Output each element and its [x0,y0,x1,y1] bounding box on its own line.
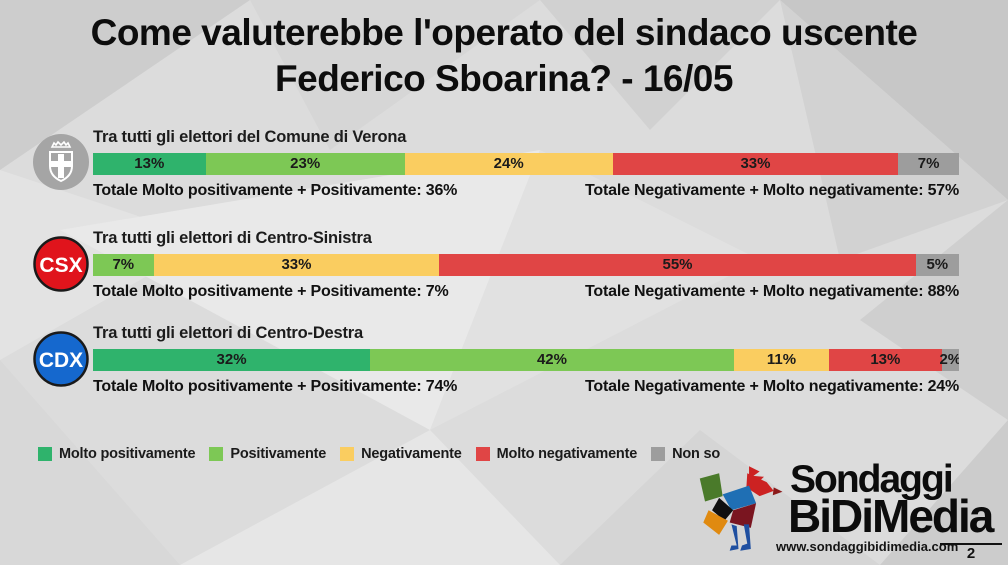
legend-item-molto_positivamente: Molto positivamente [38,446,196,462]
bar-segment-value: 55% [662,256,693,273]
bar-segment-molto_negativamente: 13% [829,349,942,371]
stacked-bar-csx: 7% 33% 55% 5% [93,254,959,276]
bar-segment-value: 33% [740,155,771,172]
row-heading: Tra tutti gli elettori di Centro-Destra [93,324,363,342]
cdx-badge-icon: CDX [33,331,89,387]
bar-segment-value: 24% [493,155,524,172]
legend-item-non_so: Non so [651,446,720,462]
svg-text:CDX: CDX [39,349,83,372]
bar-segment-value: 5% [926,256,949,273]
row-heading: Tra tutti gli elettori del Comune di Ver… [93,128,407,146]
bidimedia-logo-block: Sondaggi BiDiMedia www.sondaggibidimedia… [694,458,1008,565]
bar-segment-non_so: 2% [939,349,959,371]
total-negative-label: Totale Negativamente + Molto negativamen… [585,182,959,199]
svg-text:CSX: CSX [39,254,82,277]
legend-item-positivamente: Positivamente [209,446,326,462]
legend-swatch-molto_negativamente [475,447,490,461]
bar-segment-positivamente: 7% [93,254,154,276]
result-row-cdx: CDX Tra tutti gli elettori di Centro-Des… [0,322,1008,414]
bar-segment-molto_negativamente: 55% [439,254,916,276]
page-title-line2: Federico Sboarina? - 16/05 [275,58,733,99]
bar-segment-negativamente: 11% [733,349,830,371]
stacked-bar-verona: 13% 23% 24% 33% 7% [93,153,959,175]
bar-segment-positivamente: 42% [370,349,734,371]
bar-segment-value: 7% [917,155,940,172]
row-heading: Tra tutti gli elettori di Centro-Sinistr… [93,229,372,247]
bar-segment-value: 2% [939,351,959,368]
bar-segment-molto_negativamente: 33% [612,153,899,175]
brand-name-line1: Sondaggi [790,458,954,501]
total-positive-label: Totale Molto positivamente + Positivamen… [93,378,458,395]
bar-segment-non_so: 5% [915,254,959,276]
legend-label: Negativamente [361,446,462,462]
page-title: Come valuterebbe l'operato del sindaco u… [0,10,1008,102]
total-positive-label: Totale Molto positivamente + Positivamen… [93,182,458,199]
legend-item-negativamente: Negativamente [340,446,462,462]
total-negative-label: Totale Negativamente + Molto negativamen… [585,378,959,395]
csx-badge-icon: CSX [33,236,89,292]
bar-segment-value: 33% [281,256,312,273]
result-row-verona: Tra tutti gli elettori del Comune di Ver… [0,126,1008,218]
bar-segment-value: 11% [766,351,797,368]
legend-label: Positivamente [230,446,327,462]
brand-name-line2: BiDiMedia [788,490,994,542]
legend-item-molto_negativamente: Molto negativamente [475,446,638,462]
bar-segment-value: 32% [216,351,247,368]
verona-crest-icon [33,134,89,190]
total-negative-label: Totale Negativamente + Molto negativamen… [585,283,959,300]
legend-label: Molto positivamente [59,446,196,462]
legend-swatch-molto_positivamente [38,447,52,461]
brand-website: www.sondaggibidimedia.com [776,539,959,554]
bar-segment-non_so: 7% [898,153,959,175]
bidimedia-rooster-logo-icon [699,466,783,551]
legend-swatch-non_so [651,447,666,461]
bar-segment-molto_positivamente: 32% [93,349,371,371]
page-number-rule [940,543,1002,545]
total-positive-label: Totale Molto positivamente + Positivamen… [93,283,449,300]
page-title-line1: Come valuterebbe l'operato del sindaco u… [90,12,918,53]
bar-segment-negativamente: 24% [404,153,613,175]
bar-segment-value: 42% [536,351,567,368]
page-number: 2 [966,545,976,562]
legend-swatch-positivamente [209,447,224,461]
legend-swatch-negativamente [340,447,355,461]
bar-segment-value: 13% [870,351,901,368]
legend-label: Non so [672,446,721,462]
bar-segment-molto_positivamente: 13% [93,153,206,175]
bar-segment-value: 13% [134,155,165,172]
stacked-bar-cdx: 32% 42% 11% 13% 2% [93,349,959,371]
bar-segment-negativamente: 33% [153,254,440,276]
chart-legend: Molto positivamente Positivamente Negativa… [38,446,720,462]
bar-segment-positivamente: 23% [205,153,405,175]
legend-label: Molto negativamente [496,446,638,462]
result-row-csx: CSX Tra tutti gli elettori di Centro-Sin… [0,227,1008,319]
bar-segment-value: 23% [290,155,321,172]
bar-segment-value: 7% [112,256,135,273]
